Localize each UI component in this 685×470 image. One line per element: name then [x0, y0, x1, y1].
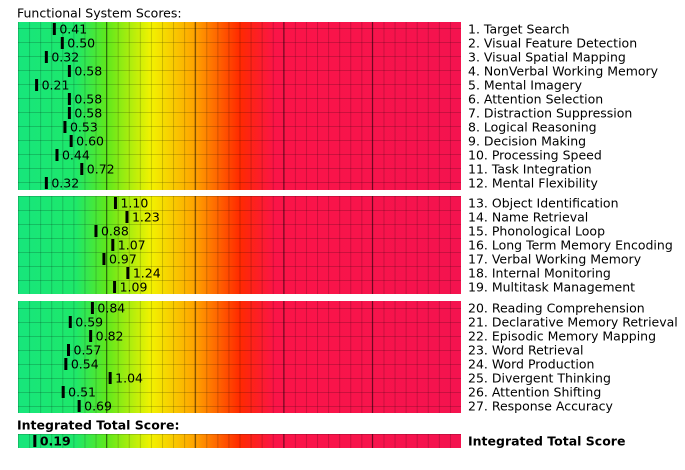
value-label: 0.50: [67, 36, 95, 51]
value-label: 0.88: [101, 224, 129, 239]
category-label: 8. Logical Reasoning: [468, 120, 597, 135]
minor-grid: [18, 301, 461, 413]
marker: [68, 316, 72, 328]
value-label: 0.54: [71, 357, 99, 372]
value-label: 0.60: [76, 134, 104, 149]
category-label: 25. Divergent Thinking: [468, 371, 611, 386]
marker: [67, 93, 71, 105]
category-label: 5. Mental Imagery: [468, 78, 583, 93]
category-label: 19. Multitask Management: [468, 280, 635, 295]
value-label: 1.10: [120, 196, 148, 211]
marker: [44, 177, 48, 189]
value-label: 1.07: [118, 238, 146, 253]
category-label: 6. Attention Selection: [468, 92, 603, 107]
marker: [64, 358, 68, 370]
category-label: 7. Distraction Suppression: [468, 106, 632, 121]
marker: [113, 197, 117, 209]
marker: [94, 225, 98, 237]
value-label: 0.19: [40, 434, 71, 449]
value-label: 0.53: [70, 120, 98, 135]
category-label: 26. Attention Shifting: [468, 385, 601, 400]
marker: [67, 107, 71, 119]
category-label: 17. Verbal Working Memory: [468, 252, 642, 267]
value-label: 1.24: [133, 266, 161, 281]
value-label: 1.09: [120, 280, 148, 295]
value-label: 0.57: [74, 343, 102, 358]
category-label: 13. Object Identification: [468, 196, 619, 211]
value-label: 0.97: [109, 252, 137, 267]
marker: [61, 386, 65, 398]
marker: [125, 211, 129, 223]
value-label: 0.72: [87, 162, 115, 177]
category-label: 15. Phonological Loop: [468, 224, 605, 239]
marker: [113, 281, 117, 293]
total-category-label: Integrated Total Score: [468, 434, 625, 449]
marker: [55, 149, 59, 161]
category-label: 12. Mental Flexibility: [468, 176, 599, 191]
minor-grid: [18, 196, 461, 294]
marker: [126, 267, 130, 279]
value-label: 0.58: [74, 92, 102, 107]
marker: [89, 330, 93, 342]
category-label: 22. Episodic Memory Mapping: [468, 329, 656, 344]
minor-grid: [18, 22, 461, 190]
marker: [33, 435, 37, 447]
category-label: 1. Target Search: [468, 22, 570, 37]
value-label: 0.82: [96, 329, 124, 344]
value-label: 0.51: [68, 385, 96, 400]
marker: [108, 372, 112, 384]
category-label: 18. Internal Monitoring: [468, 266, 611, 281]
category-label: 2. Visual Feature Detection: [468, 36, 637, 51]
value-label: 0.58: [74, 64, 102, 79]
category-label: 23. Word Retrieval: [468, 343, 584, 358]
marker: [80, 163, 84, 175]
value-label: 1.04: [115, 371, 143, 386]
value-label: 0.32: [51, 50, 79, 65]
category-label: 16. Long Term Memory Encoding: [468, 238, 673, 253]
value-label: 0.84: [97, 301, 125, 316]
category-label: 9. Decision Making: [468, 134, 586, 149]
category-label: 20. Reading Comprehension: [468, 301, 645, 316]
category-label: 14. Name Retrieval: [468, 210, 588, 225]
marker: [35, 79, 39, 91]
category-label: 4. NonVerbal Working Memory: [468, 64, 659, 79]
category-label: 27. Response Accuracy: [468, 399, 614, 414]
marker: [90, 302, 94, 314]
marker: [77, 400, 81, 412]
marker: [69, 135, 73, 147]
value-label: 0.41: [59, 22, 87, 37]
category-label: 24. Word Production: [468, 357, 594, 372]
marker: [102, 253, 106, 265]
minor-grid: [18, 434, 461, 448]
marker: [60, 37, 64, 49]
category-label: 21. Declarative Memory Retrieval: [468, 315, 678, 330]
marker: [67, 344, 71, 356]
category-label: 10. Processing Speed: [468, 148, 602, 163]
marker: [63, 121, 67, 133]
value-label: 0.21: [42, 78, 70, 93]
marker: [52, 23, 56, 35]
chart-title: Functional System Scores:: [17, 6, 182, 21]
category-label: 3. Visual Spatial Mapping: [468, 50, 626, 65]
marker: [111, 239, 115, 251]
value-label: 0.58: [74, 106, 102, 121]
value-label: 0.69: [84, 399, 112, 414]
total-title: Integrated Total Score:: [17, 418, 179, 433]
value-label: 0.59: [75, 315, 103, 330]
value-label: 0.32: [51, 176, 79, 191]
marker: [44, 51, 48, 63]
value-label: 0.44: [62, 148, 90, 163]
marker: [67, 65, 71, 77]
category-label: 11. Task Integration: [468, 162, 592, 177]
value-label: 1.23: [132, 210, 160, 225]
